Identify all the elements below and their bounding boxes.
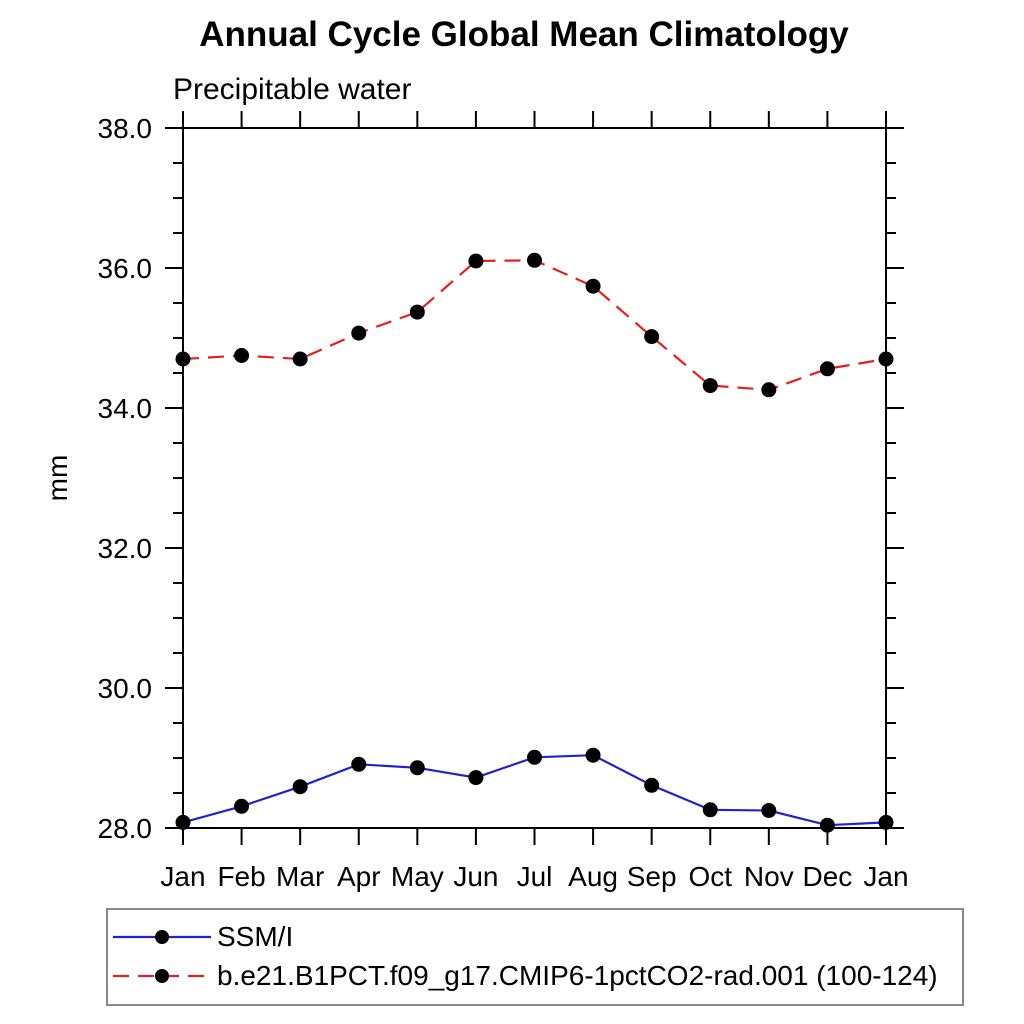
chart-subtitle: Precipitable water [173, 73, 411, 106]
y-tick-label: 36.0 [98, 253, 153, 284]
legend: SSM/I b.e21.B1PCT.f09_g17.CMIP6-1pctCO2-… [106, 908, 964, 1006]
chart-title: Annual Cycle Global Mean Climatology [199, 15, 849, 54]
y-axis-label: mm [42, 455, 73, 502]
series-marker-0 [409, 760, 425, 776]
legend-sample-marker-0 [155, 930, 169, 944]
series-marker-1 [819, 361, 835, 377]
y-tick-label: 38.0 [98, 113, 153, 144]
series-marker-1 [234, 348, 250, 363]
legend-sample-marker-1 [155, 969, 169, 983]
x-tick-label: Dec [803, 861, 853, 892]
series-line-0 [182, 754, 887, 827]
y-tick-label: 28.0 [98, 813, 153, 844]
series-marker-1 [351, 325, 367, 341]
series-marker-0 [702, 802, 718, 818]
series-marker-1 [878, 351, 894, 367]
series-line-1 [182, 259, 887, 391]
series-marker-1 [761, 382, 777, 398]
y-tick-label: 30.0 [98, 673, 153, 704]
series-marker-0 [234, 798, 250, 814]
series-marker-1 [175, 351, 191, 367]
y-tick-label: 34.0 [98, 393, 153, 424]
series-marker-0 [644, 777, 660, 793]
series-marker-0 [761, 803, 777, 818]
x-tick-label: Jun [453, 861, 498, 892]
series-marker-0 [175, 814, 191, 830]
series-marker-1 [468, 253, 484, 269]
x-tick-label: Jul [517, 861, 553, 892]
series-marker-0 [468, 770, 484, 786]
series-marker-1 [292, 351, 308, 367]
y-tick-labels: 28.0 30.0 32.0 34.0 36.0 38.0 [98, 113, 153, 844]
series-marker-1 [644, 329, 660, 345]
plot-border [182, 127, 887, 829]
x-tick-label: Feb [217, 861, 265, 892]
series-marker-1 [585, 278, 601, 294]
series-marker-1 [409, 304, 425, 320]
x-tick-label: Nov [744, 861, 794, 892]
series-marker-0 [351, 756, 367, 772]
x-tick-label: Jan [160, 861, 205, 892]
series-marker-0 [878, 814, 894, 830]
legend-label-ssmi: SSM/I [217, 921, 293, 952]
x-tick-label: Jan [863, 861, 908, 892]
series-marker-1 [702, 378, 718, 394]
plot-axes [165, 111, 904, 845]
x-tick-label: May [391, 861, 444, 892]
series-marker-0 [585, 747, 601, 763]
legend-box [106, 908, 964, 1006]
series-marker-0 [527, 749, 542, 765]
data-series [175, 252, 894, 833]
series-marker-1 [527, 252, 542, 268]
legend-label-model: b.e21.B1PCT.f09_g17.CMIP6-1pctCO2-rad.00… [217, 960, 938, 991]
x-tick-label: Oct [688, 861, 732, 892]
x-tick-label: Apr [337, 861, 381, 892]
series-marker-0 [819, 817, 835, 833]
x-tick-label: Aug [568, 861, 618, 892]
legend-line-samples [113, 930, 211, 983]
series-marker-0 [292, 779, 308, 795]
x-tick-label: Mar [276, 861, 324, 892]
x-tick-labels: Jan Feb Mar Apr May Jun Jul Aug Sep Oct Nov Dec Jan [160, 861, 908, 892]
x-tick-label: Sep [627, 861, 677, 892]
y-tick-label: 32.0 [98, 533, 153, 564]
